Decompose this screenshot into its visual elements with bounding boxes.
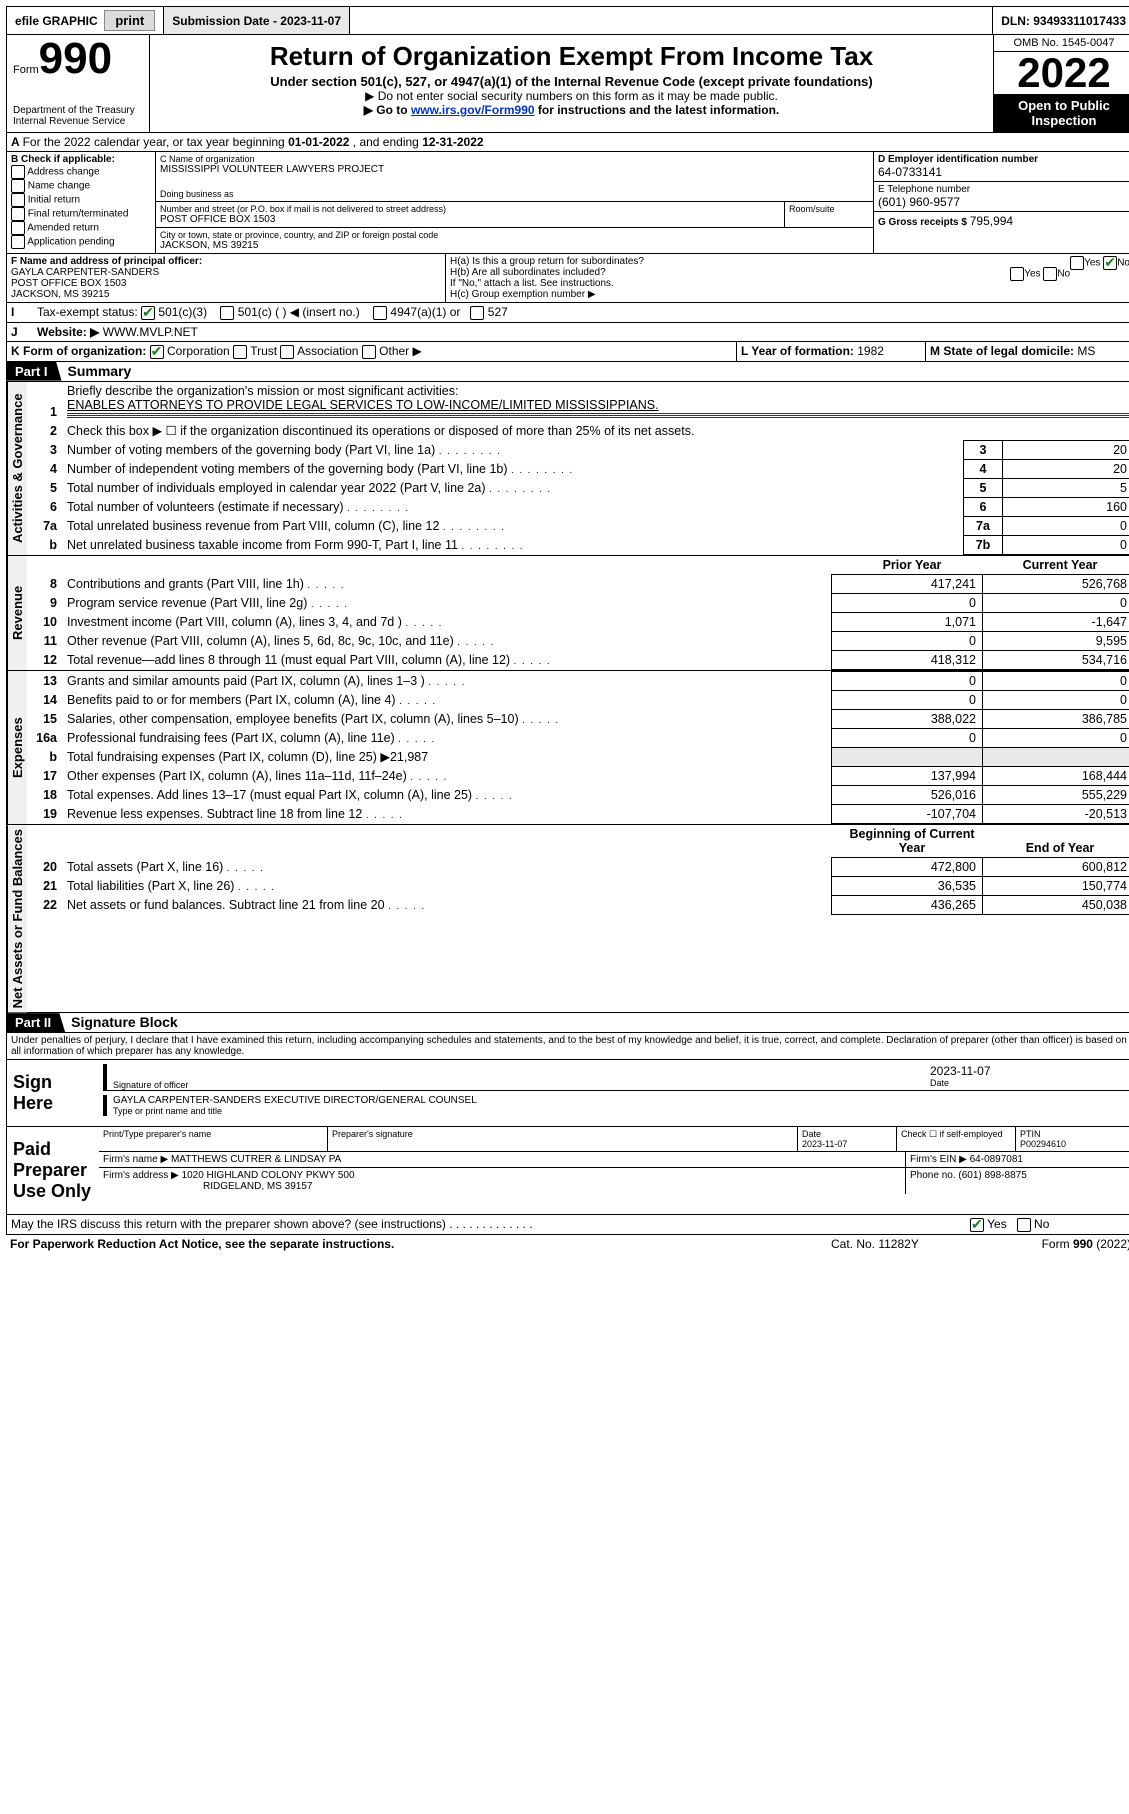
year-formation: 1982 [857,344,884,358]
city-state-zip: JACKSON, MS 39215 [160,240,869,251]
entity-block: B Check if applicable: Address change Na… [6,152,1129,254]
i-501c3[interactable] [141,306,155,320]
header-center: Return of Organization Exempt From Incom… [150,35,993,132]
tax-year: 2022 [994,52,1129,94]
governance-section: Activities & Governance 1 Briefly descri… [6,382,1129,556]
spacer [350,7,993,34]
box-f: F Name and address of principal officer:… [7,254,446,302]
box-c: C Name of organization MISSISSIPPI VOLUN… [156,152,873,253]
ptin: P00294610 [1020,1139,1066,1149]
box-i: I Tax-exempt status: 501(c)(3) 501(c) ( … [6,303,1129,323]
form-label: Form [13,64,39,76]
i-527[interactable] [470,306,484,320]
ha-yes[interactable] [1070,256,1084,270]
subtitle-3: ▶ Go to www.irs.gov/Form990 for instruct… [156,103,987,117]
header-left: Form990 Department of the Treasury Inter… [7,35,150,132]
firm-name: MATTHEWS CUTRER & LINDSAY PA [171,1154,341,1165]
discuss-no[interactable] [1017,1218,1031,1232]
period-row: A For the 2022 calendar year, or tax yea… [6,133,1129,152]
telephone: (601) 960-9577 [878,195,1129,209]
subtitle-2: ▶ Do not enter social security numbers o… [156,89,987,103]
form-number: 990 [39,34,112,83]
street: POST OFFICE BOX 1503 [160,214,780,225]
firm-ein: 64-0897081 [970,1154,1023,1165]
discuss-row: May the IRS discuss this return with the… [6,1215,1129,1235]
discuss-yes[interactable] [970,1218,984,1232]
revenue-label: Revenue [7,556,27,670]
box-klm: K Form of organization: Corporation Trus… [6,342,1129,362]
i-501c[interactable] [220,306,234,320]
hb-no[interactable] [1043,267,1057,281]
period-prefix: For the 2022 calendar year, or tax year … [23,135,289,149]
expenses-section: Expenses 13Grants and similar amounts pa… [6,671,1129,825]
irs-label: Internal Revenue Service [13,116,143,127]
top-bar: efile GRAPHIC print Submission Date - 20… [6,6,1129,35]
revenue-section: Revenue Prior Year Current Year 8Contrib… [6,556,1129,671]
k-assoc[interactable] [280,345,294,359]
efile-label: efile GRAPHIC print [7,7,164,34]
check-name-change[interactable] [11,179,25,193]
k-trust[interactable] [233,345,247,359]
paid-preparer-block: Paid Preparer Use Only Print/Type prepar… [6,1127,1129,1215]
check-final-return[interactable] [11,207,25,221]
ein: 64-0733141 [878,165,1129,179]
subtitle-1: Under section 501(c), 527, or 4947(a)(1)… [156,74,987,89]
check-amended[interactable] [11,221,25,235]
box-b: B Check if applicable: Address change Na… [7,152,156,253]
i-4947[interactable] [373,306,387,320]
submission-date: Submission Date - 2023-11-07 [164,7,350,34]
officer-name: GAYLA CARPENTER-SANDERS [11,267,441,278]
mission-text: ENABLES ATTORNEYS TO PROVIDE LEGAL SERVI… [67,398,659,412]
check-initial-return[interactable] [11,193,25,207]
box-j: J Website: ▶ WWW.MVLP.NET [6,323,1129,342]
org-name: MISSISSIPPI VOLUNTEER LAWYERS PROJECT [160,164,869,175]
dept-label: Department of the Treasury [13,105,143,116]
state-domicile: MS [1077,344,1095,358]
firm-phone: (601) 898-8875 [958,1170,1026,1181]
part2-header: Part IISignature Block [6,1013,1129,1033]
governance-label: Activities & Governance [7,382,27,555]
period-end: 12-31-2022 [422,135,483,149]
check-app-pending[interactable] [11,235,25,249]
form-title: Return of Organization Exempt From Incom… [156,41,987,72]
part1-header: Part ISummary [6,362,1129,382]
k-corp[interactable] [150,345,164,359]
netassets-label: Net Assets or Fund Balances [7,825,27,1012]
penalty-text: Under penalties of perjury, I declare th… [6,1033,1129,1060]
website: WWW.MVLP.NET [103,325,198,339]
sig-date: 2023-11-07 [930,1064,1129,1078]
box-deg: D Employer identification number 64-0733… [873,152,1129,253]
check-address-change[interactable] [11,165,25,179]
netassets-section: Net Assets or Fund Balances Beginning of… [6,825,1129,1013]
period-begin: 01-01-2022 [288,135,349,149]
gross-receipts: 795,994 [970,214,1013,228]
hb-yes[interactable] [1010,267,1024,281]
form-header: Form990 Department of the Treasury Inter… [6,35,1129,133]
instructions-link[interactable]: www.irs.gov/Form990 [411,103,535,117]
footer: For Paperwork Reduction Act Notice, see … [6,1235,1129,1253]
box-h: H(a) Is this a group return for subordin… [446,254,1129,302]
header-right: OMB No. 1545-0047 2022 Open to Public In… [993,35,1129,132]
expenses-label: Expenses [7,671,27,824]
print-button[interactable]: print [104,10,155,31]
officer-printed: GAYLA CARPENTER-SANDERS EXECUTIVE DIRECT… [113,1095,1129,1106]
dln: DLN: 93493311017433 [993,7,1129,34]
open-inspection: Open to Public Inspection [994,94,1129,132]
sign-here-block: Sign Here Signature of officer 2023-11-0… [6,1060,1129,1127]
k-other[interactable] [362,345,376,359]
ha-no[interactable] [1103,256,1117,270]
fh-row: F Name and address of principal officer:… [6,254,1129,303]
